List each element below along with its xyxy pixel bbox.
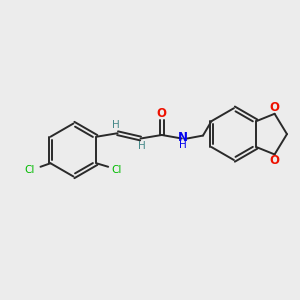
Text: O: O <box>270 101 280 114</box>
Text: O: O <box>157 107 167 120</box>
Text: H: H <box>179 140 187 150</box>
Text: H: H <box>112 120 120 130</box>
Text: N: N <box>178 130 188 143</box>
Text: O: O <box>270 154 280 167</box>
Text: Cl: Cl <box>112 165 122 175</box>
Text: Cl: Cl <box>25 165 35 175</box>
Text: H: H <box>138 142 146 152</box>
